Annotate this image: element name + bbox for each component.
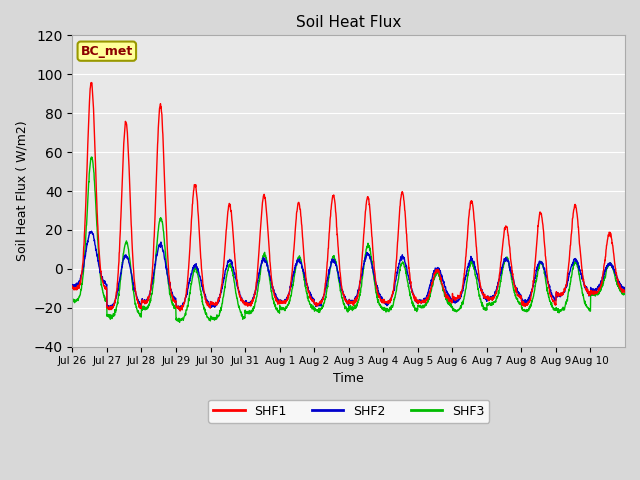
X-axis label: Time: Time: [333, 372, 364, 385]
Text: BC_met: BC_met: [81, 45, 133, 58]
Y-axis label: Soil Heat Flux ( W/m2): Soil Heat Flux ( W/m2): [15, 120, 28, 261]
Title: Soil Heat Flux: Soil Heat Flux: [296, 15, 401, 30]
Legend: SHF1, SHF2, SHF3: SHF1, SHF2, SHF3: [208, 400, 489, 423]
